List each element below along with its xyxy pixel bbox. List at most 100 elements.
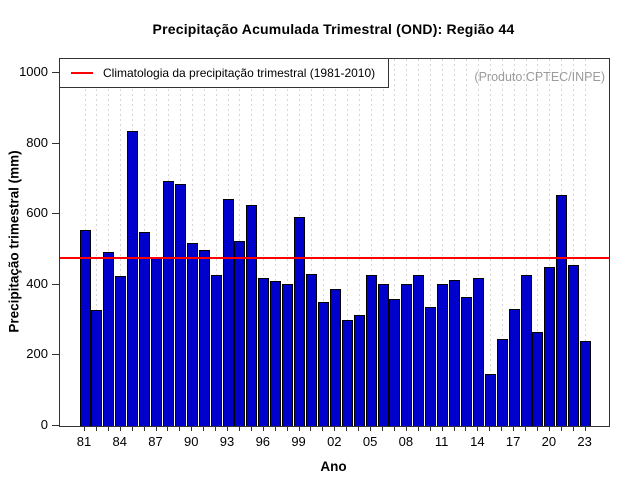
y-tick-label: 0 [40,417,48,432]
gridline [120,59,122,426]
x-tick-label: 20 [541,434,557,449]
x-tick-mark [191,426,193,431]
bar-95 [246,204,258,426]
gridline [537,59,539,426]
gridline [96,59,98,426]
gridline [108,59,110,426]
x-tick-mark [382,426,383,431]
y-tick-label: 800 [26,134,48,150]
y-tick-label: 200 [26,346,48,362]
y-tick-mark [52,72,59,74]
bar-90 [186,242,198,426]
x-tick-mark [513,426,515,431]
x-tick-mark [215,426,217,431]
gridline [430,59,432,426]
x-tick-mark [227,426,229,431]
x-tick-label: 96 [255,434,271,449]
y-tick-label: 400 [26,275,48,291]
gridline [263,59,265,426]
climatology-line [60,257,609,260]
bar-18 [520,275,532,426]
x-tick-label: 23 [577,434,592,449]
gridline [358,59,360,426]
x-tick-label: 11 [434,434,449,449]
bar-96 [258,277,270,426]
bar-11 [437,283,449,426]
bar-09 [413,274,425,426]
bar-89 [174,183,186,426]
gridline [287,59,289,426]
x-tick-mark [453,426,455,431]
gridline [406,59,408,426]
legend-line-icon [71,72,93,74]
bar-03 [341,320,353,426]
watermark-text: (Produto:CPTEC/INPE) [474,70,605,84]
gridline [334,59,336,426]
gridline [156,59,158,426]
bar-10 [425,307,437,426]
x-tick-mark [346,426,348,431]
gridline [525,59,527,426]
bar-19 [532,331,544,426]
x-tick-mark [298,426,300,431]
bar-22 [568,265,580,426]
legend: Climatologia da precipitação trimestral … [59,58,389,88]
gridline [382,59,384,426]
bar-87 [151,258,163,426]
bar-14 [472,277,484,426]
bar-99 [294,217,306,426]
x-tick-label: 87 [148,434,163,449]
x-tick-mark [131,426,133,431]
bar-21 [556,194,568,426]
x-tick-label: 05 [362,434,378,449]
bar-13 [460,297,472,426]
gridline [322,59,324,426]
y-tick-label: 1000 [19,64,48,80]
x-tick-mark [203,426,205,431]
bar-92 [210,274,222,426]
gridline [501,59,503,426]
plot-area: Climatologia da precipitação trimestral … [59,58,610,427]
x-tick-mark [95,426,97,431]
bar-16 [496,339,508,426]
x-tick-mark [572,426,574,431]
bar-17 [508,308,520,426]
x-tick-mark [274,426,276,431]
chart-title: Precipitação Acumulada Trimestral (OND):… [152,21,515,37]
gridline [310,59,312,426]
bar-20 [544,267,556,426]
gridline [442,59,444,426]
x-tick-mark [548,426,550,431]
y-tick-mark [52,142,59,144]
x-tick-label: 84 [112,434,127,449]
x-tick-mark [393,426,395,431]
x-tick-label: 90 [184,434,199,449]
x-tick-mark [286,426,288,431]
bar-86 [139,231,151,426]
x-tick-mark [441,426,443,431]
x-tick-mark [334,426,336,431]
bar-04 [353,314,365,426]
bar-83 [103,252,115,426]
x-tick-mark [429,426,431,431]
x-tick-mark [489,426,491,431]
x-tick-mark [119,426,121,431]
x-tick-label: 08 [398,434,414,449]
bar-05 [365,274,377,426]
y-tick-mark [52,425,59,426]
x-tick-label: 99 [291,434,306,449]
x-tick-mark [370,426,372,431]
bar-88 [162,181,174,426]
gridline [346,59,348,426]
bar-93 [222,199,234,426]
gridline [477,59,479,426]
gridline [215,59,217,426]
x-tick-label: 02 [327,434,342,449]
x-tick-mark [477,426,479,431]
bar-97 [270,280,282,426]
bar-98 [282,283,294,426]
x-tick-mark [417,426,419,431]
x-tick-mark [238,426,240,431]
gridline [513,59,515,426]
x-tick-mark [167,426,169,431]
